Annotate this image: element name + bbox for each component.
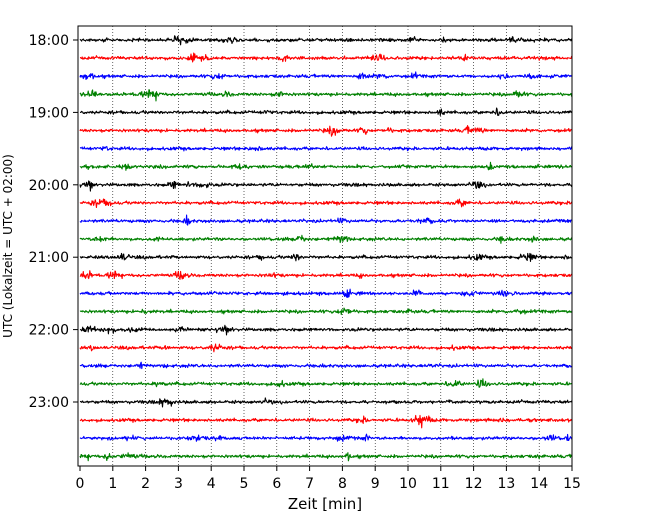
y-tick-label-1: 19:00 xyxy=(29,105,69,121)
trace-1900 xyxy=(79,107,573,116)
trace-2000 xyxy=(79,180,573,192)
trace-2130 xyxy=(79,288,573,299)
y-tick-label-3: 21:00 xyxy=(29,250,69,266)
x-tick-label-0: 0 xyxy=(76,476,85,492)
trace-2300 xyxy=(79,397,573,408)
trace-group xyxy=(79,35,573,462)
trace-2330 xyxy=(79,433,573,443)
trace-2015 xyxy=(79,198,573,209)
x-tick-label-3: 3 xyxy=(174,476,183,492)
trace-2145 xyxy=(79,307,573,316)
x-tick-label-15: 15 xyxy=(563,476,581,492)
y-axis-ticks: 18:00 19:00 20:00 21:00 22:00 23:00 xyxy=(29,33,78,411)
x-axis-label: Zeit [min] xyxy=(288,495,362,513)
trace-2315 xyxy=(79,414,573,429)
x-tick-label-10: 10 xyxy=(399,476,417,492)
x-tick-label-1: 1 xyxy=(108,476,117,492)
x-tick-label-11: 11 xyxy=(432,476,450,492)
y-axis-label: UTC (Lokalzeit = UTC + 02:00) xyxy=(1,154,15,338)
y-tick-label-0: 18:00 xyxy=(29,33,69,49)
trace-1915 xyxy=(79,125,573,137)
x-tick-label-12: 12 xyxy=(465,476,483,492)
trace-1800 xyxy=(79,35,573,46)
trace-2200 xyxy=(79,324,573,336)
trace-2030 xyxy=(79,214,573,226)
x-tick-label-13: 13 xyxy=(497,476,515,492)
x-tick-label-7: 7 xyxy=(305,476,314,492)
trace-1830 xyxy=(79,71,573,81)
trace-2115 xyxy=(79,270,573,280)
y-tick-label-4: 22:00 xyxy=(29,323,69,339)
x-tick-label-6: 6 xyxy=(272,476,281,492)
trace-1815 xyxy=(79,52,573,63)
x-tick-label-5: 5 xyxy=(240,476,249,492)
x-tick-label-2: 2 xyxy=(141,476,150,492)
trace-2100 xyxy=(79,252,573,262)
trace-1945 xyxy=(79,161,573,171)
trace-2215 xyxy=(79,343,573,353)
trace-2345 xyxy=(79,452,573,462)
trace-1930 xyxy=(79,145,573,152)
trace-2045 xyxy=(79,234,573,244)
grid-lines xyxy=(112,26,540,466)
plot-frame xyxy=(77,25,573,467)
x-axis-ticks: 0 1 2 3 4 5 6 7 8 9 10 11 12 13 14 15 xyxy=(76,466,581,492)
trace-1845 xyxy=(79,89,573,102)
trace-2230 xyxy=(79,361,573,370)
x-tick-label-9: 9 xyxy=(371,476,380,492)
trace-2245 xyxy=(79,378,573,388)
y-tick-label-2: 20:00 xyxy=(29,178,69,194)
x-tick-label-4: 4 xyxy=(207,476,216,492)
x-tick-label-14: 14 xyxy=(530,476,548,492)
x-tick-label-8: 8 xyxy=(338,476,347,492)
y-tick-label-5: 23:00 xyxy=(29,395,69,411)
